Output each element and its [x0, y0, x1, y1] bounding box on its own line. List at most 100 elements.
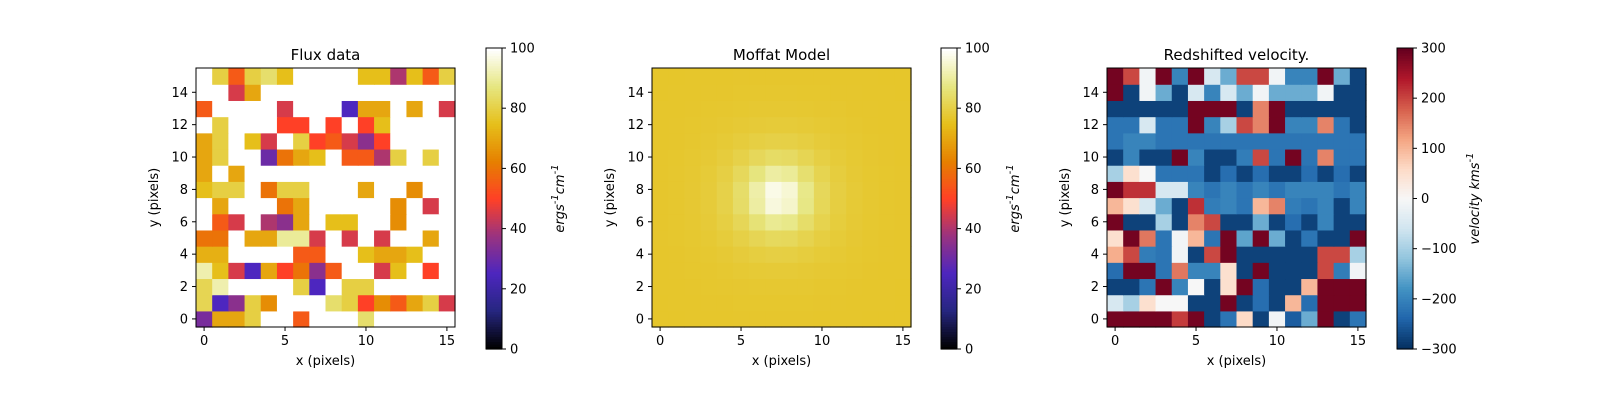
colorbar-step: [486, 291, 502, 295]
colorbar-step: [1397, 118, 1413, 122]
heatmap-cell: [276, 132, 294, 150]
heatmap-cell: [1285, 213, 1302, 231]
heatmap-cell: [1317, 294, 1335, 312]
heatmap-cell: [1220, 294, 1238, 312]
colorbar-step: [1397, 123, 1413, 127]
heatmap-cell: [781, 100, 799, 118]
heatmap-cell: [878, 181, 896, 199]
heatmap-cell: [878, 165, 896, 182]
y-tick-label: 14: [1082, 86, 1099, 101]
colorbar-step: [1397, 243, 1413, 247]
heatmap-cell: [357, 197, 375, 215]
heatmap-cell: [1155, 262, 1173, 280]
heatmap-cell: [438, 132, 456, 150]
colorbar-step: [1397, 266, 1413, 270]
heatmap-cell: [1268, 197, 1286, 215]
colorbar-step: [486, 193, 502, 197]
colorbar-step: [486, 50, 502, 54]
colorbar-step: [941, 68, 957, 72]
heatmap-cell: [341, 294, 359, 312]
heatmap-cell: [1252, 148, 1270, 166]
heatmap-cell: [1171, 116, 1189, 134]
heatmap-cell: [406, 84, 424, 101]
heatmap-cell: [1349, 197, 1367, 215]
colorbar-step: [1397, 228, 1413, 232]
heatmap-cell: [1301, 68, 1319, 85]
heatmap-cell: [1333, 116, 1351, 134]
heatmap-cell: [1349, 148, 1367, 166]
colorbar-step: [486, 286, 502, 290]
colorbar-step: [941, 108, 957, 112]
heatmap-cell: [406, 132, 424, 150]
colorbar-step: [1397, 98, 1413, 102]
colorbar-tick-label: 0: [1421, 192, 1429, 207]
heatmap-cell: [212, 294, 229, 312]
heatmap-cell: [813, 262, 831, 280]
heatmap-cell: [830, 181, 847, 199]
colorbar-step: [941, 226, 957, 230]
heatmap-cell: [374, 148, 391, 166]
colorbar-step: [1397, 298, 1413, 302]
colorbar-step: [486, 113, 502, 117]
heatmap-cell: [438, 197, 456, 215]
heatmap-cell: [716, 84, 734, 101]
heatmap-cell: [1333, 229, 1351, 247]
colorbar-step: [486, 153, 502, 157]
colorbar-step: [486, 70, 502, 74]
heatmap-cell: [894, 294, 912, 312]
colorbar-step: [486, 201, 502, 205]
colorbar-step: [486, 253, 502, 257]
colorbar-step: [941, 241, 957, 245]
colorbar-step: [1397, 291, 1413, 295]
colorbar-step: [941, 110, 957, 114]
heatmap-cell: [341, 68, 359, 85]
heatmap-cell: [1349, 262, 1367, 280]
colorbar-step: [486, 346, 502, 350]
heatmap-cell: [357, 165, 375, 182]
heatmap-cell: [1317, 246, 1335, 263]
colorbar-step: [1397, 306, 1413, 310]
heatmap-cell: [846, 197, 864, 215]
heatmap-cell: [1236, 197, 1254, 215]
y-tick-label: 8: [180, 183, 188, 198]
heatmap-cell: [1171, 294, 1189, 312]
colorbar-step: [486, 63, 502, 67]
heatmap-cell: [212, 229, 229, 247]
colorbar-step: [1397, 321, 1413, 325]
colorbar-step: [941, 233, 957, 237]
heatmap-cell: [813, 84, 831, 101]
heatmap-cell: [1333, 262, 1351, 280]
heatmap-cell: [749, 197, 766, 215]
heatmap-cell: [1301, 197, 1319, 215]
heatmap-cell: [260, 148, 278, 166]
colorbar-step: [486, 83, 502, 87]
heatmap-cell: [309, 278, 327, 296]
heatmap-cell: [749, 132, 766, 150]
heatmap-cell: [862, 229, 880, 247]
heatmap-cell: [700, 68, 718, 85]
heatmap-cell: [438, 294, 456, 312]
colorbar-tick-label: 60: [965, 162, 982, 177]
heatmap-cell: [438, 84, 456, 101]
chart-title: Moffat Model: [733, 46, 830, 64]
x-tick-label: 0: [656, 334, 664, 349]
heatmap-cell: [438, 246, 456, 263]
heatmap-cell: [894, 246, 912, 263]
colorbar-step: [1397, 103, 1413, 107]
heatmap-cell: [732, 165, 750, 182]
colorbar-step: [941, 291, 957, 295]
heatmap-cell: [1155, 100, 1173, 118]
heatmap-cell: [830, 278, 847, 296]
heatmap-cell: [260, 132, 278, 150]
colorbar-step: [941, 208, 957, 212]
y-tick-label: 6: [636, 215, 644, 230]
heatmap-cell: [813, 132, 831, 150]
heatmap-cell: [1349, 213, 1367, 231]
colorbar-step: [1397, 193, 1413, 197]
heatmap-cell: [1155, 278, 1173, 296]
colorbar-step: [1397, 155, 1413, 159]
heatmap-cell: [1139, 294, 1157, 312]
colorbar-step: [486, 258, 502, 262]
heatmap-cell: [1236, 68, 1254, 85]
colorbar-step: [941, 118, 957, 122]
